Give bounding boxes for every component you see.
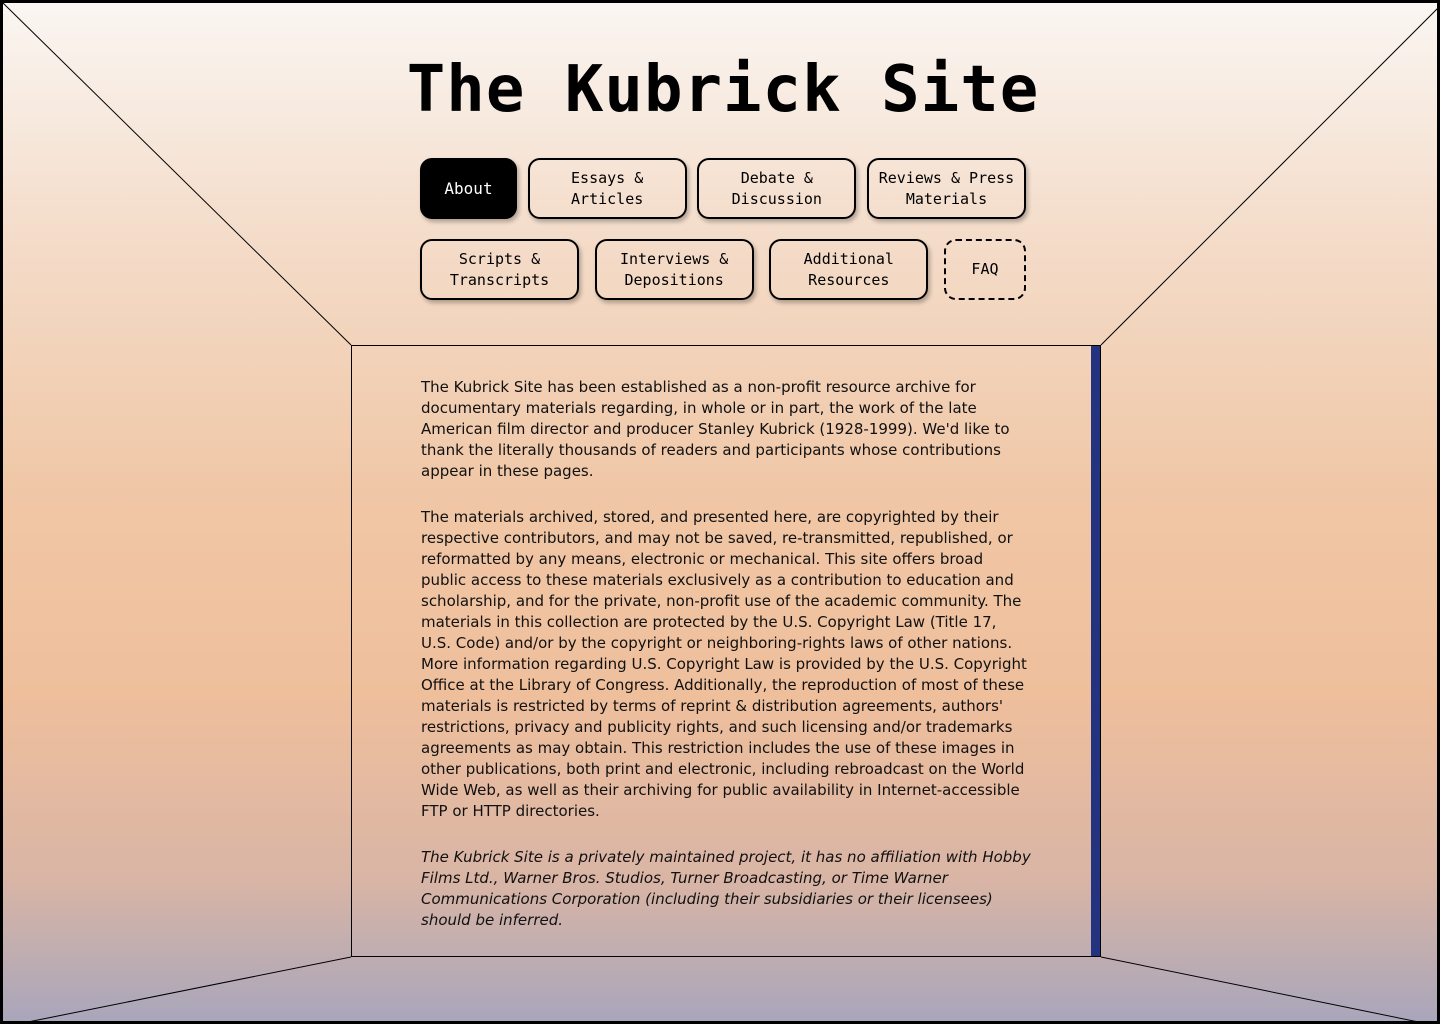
- perspective-line-bottom-left: [30, 956, 352, 1021]
- nav-additional-resources-button[interactable]: Additional Resources: [769, 239, 929, 300]
- nav-debate-discussion-button[interactable]: Debate & Discussion: [697, 158, 857, 219]
- about-paragraph-2: The materials archived, stored, and pres…: [421, 508, 1027, 820]
- content-panel: The Kubrick Site has been established as…: [351, 345, 1101, 957]
- perspective-line-bottom-right: [1100, 956, 1417, 1021]
- nav-interviews-depositions-button[interactable]: Interviews & Depositions: [594, 239, 754, 300]
- content-text: The Kubrick Site has been established as…: [421, 377, 1031, 956]
- content-scrollbar[interactable]: [1091, 346, 1100, 956]
- nav-reviews-press-button[interactable]: Reviews & Press Materials: [866, 158, 1026, 219]
- nav-about-button[interactable]: About: [420, 158, 517, 219]
- about-paragraph-1: The Kubrick Site has been established as…: [421, 378, 1010, 480]
- disclaimer-paragraph: The Kubrick Site is a privately maintain…: [421, 848, 1031, 929]
- nav-scripts-transcripts-button[interactable]: Scripts & Transcripts: [420, 239, 579, 300]
- nav-faq-button[interactable]: FAQ: [943, 239, 1026, 300]
- nav-row-1: About Essays & Articles Debate & Discuss…: [420, 158, 1026, 219]
- nav-essays-articles-button[interactable]: Essays & Articles: [527, 158, 687, 219]
- site-title: The Kubrick Site: [406, 53, 1040, 127]
- main-nav: About Essays & Articles Debate & Discuss…: [420, 158, 1026, 300]
- nav-row-2: Scripts & Transcripts Interviews & Depos…: [420, 239, 1026, 300]
